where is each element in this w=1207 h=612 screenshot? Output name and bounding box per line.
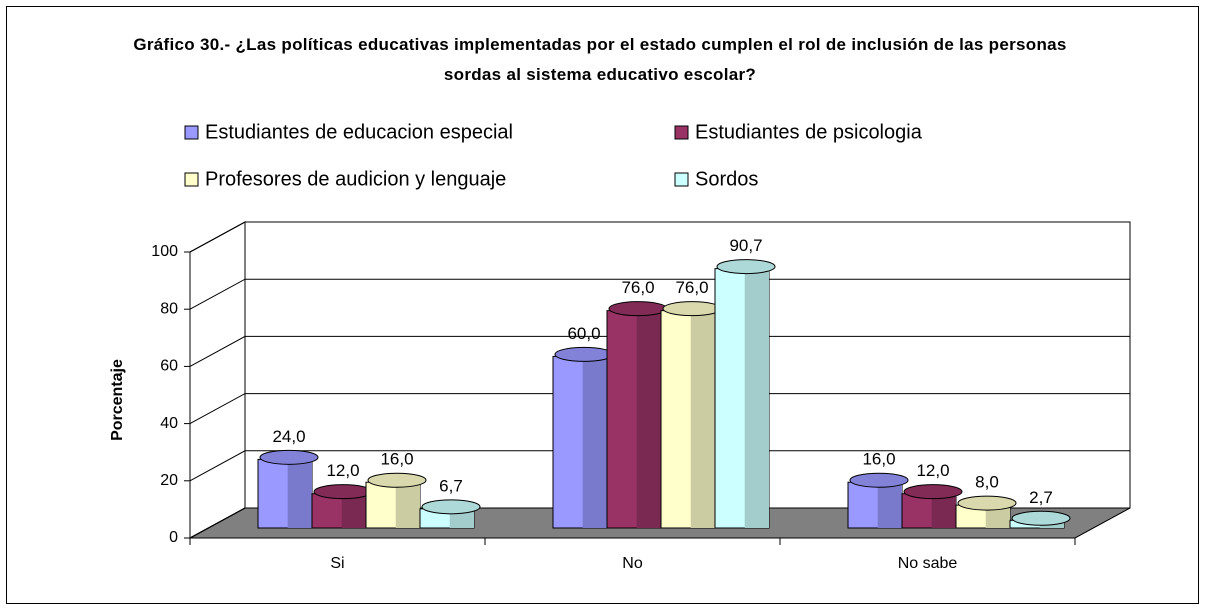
- y-tick-label: 80: [160, 300, 178, 317]
- data-label: 76,0: [675, 278, 708, 297]
- legend-label: Profesores de audicion y lenguaje: [205, 168, 506, 190]
- chart-title: Gráfico 30.- ¿Las políticas educativas i…: [133, 35, 1067, 84]
- bar-side: [744, 268, 769, 528]
- bar-top: [313, 484, 373, 500]
- bar-top: [421, 499, 481, 515]
- chart-frame: [6, 6, 1199, 604]
- bar-top: [957, 495, 1017, 511]
- bar-side: [931, 493, 956, 528]
- legend-label: Estudiantes de psicologia: [695, 121, 923, 143]
- grid-line: [189, 393, 1130, 425]
- legend-label: Sordos: [695, 168, 758, 190]
- x-tick-label: No sabe: [898, 555, 958, 572]
- x-tick-label: Si: [330, 555, 344, 572]
- bar-side: [877, 482, 902, 528]
- legend-swatch: [674, 172, 689, 187]
- y-tick-label: 40: [160, 415, 178, 432]
- data-label: 90,7: [729, 236, 762, 255]
- data-label: 12,0: [326, 461, 359, 480]
- bar-side: [395, 482, 420, 528]
- data-label: 6,7: [439, 476, 463, 495]
- bar-top: [849, 472, 909, 488]
- grid-line: [189, 450, 1130, 482]
- grid-line: [189, 335, 1130, 367]
- y-tick-label: 0: [169, 529, 178, 546]
- y-axis-label: Porcentaje: [109, 359, 126, 441]
- data-label: 16,0: [862, 450, 895, 469]
- bar-side: [341, 493, 366, 528]
- bar-top: [608, 301, 668, 317]
- bar-top: [662, 301, 722, 317]
- grid-line: [189, 221, 1130, 253]
- bar-side: [287, 459, 312, 528]
- bar-side: [636, 310, 661, 528]
- data-label: 24,0: [272, 427, 305, 446]
- bar-top: [259, 449, 319, 465]
- bar-side: [690, 310, 715, 528]
- data-label: 16,0: [380, 450, 413, 469]
- grid-line: [189, 278, 1130, 310]
- legend-label: Estudiantes de educacion especial: [205, 121, 513, 143]
- data-label: 76,0: [621, 278, 654, 297]
- bar-side: [582, 356, 607, 528]
- bar-top: [554, 346, 614, 362]
- y-tick-label: 20: [160, 472, 178, 489]
- y-tick-label: 60: [160, 358, 178, 375]
- bar-top: [1011, 510, 1071, 526]
- side-wall: [189, 221, 246, 539]
- y-tick-label: 100: [151, 243, 178, 260]
- bar-top: [716, 259, 776, 275]
- data-label: 2,7: [1029, 488, 1053, 507]
- data-label: 12,0: [916, 461, 949, 480]
- data-label: 60,0: [567, 324, 600, 343]
- bar-side: [985, 505, 1010, 528]
- legend-swatch: [184, 172, 199, 187]
- data-label: 8,0: [975, 473, 999, 492]
- grid-line: [189, 507, 1130, 539]
- x-tick-label: No: [622, 555, 643, 572]
- bar-top: [903, 484, 963, 500]
- legend-swatch: [674, 125, 689, 140]
- legend-swatch: [184, 125, 199, 140]
- bar-top: [367, 472, 427, 488]
